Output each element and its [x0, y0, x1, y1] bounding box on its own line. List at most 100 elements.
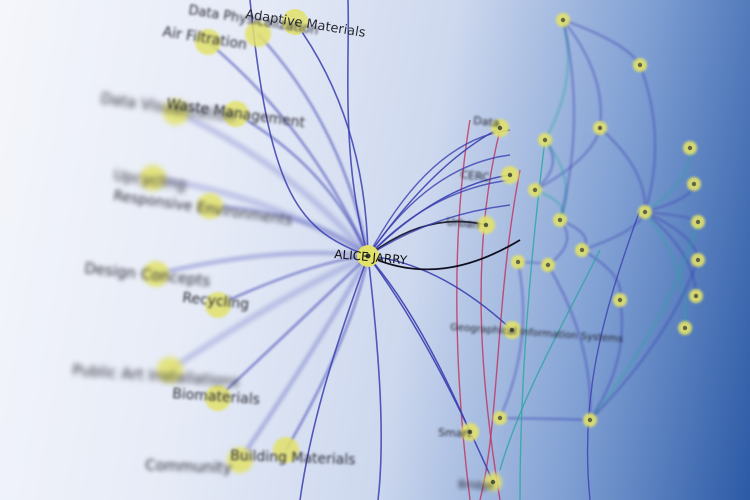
topic-node[interactable]	[140, 165, 166, 191]
cluster-edge-16	[547, 264, 591, 421]
topic-node[interactable]	[157, 357, 183, 383]
edge-left-0	[294, 21, 369, 257]
cluster-edge-26	[589, 259, 699, 421]
cluster-edge-19	[589, 299, 623, 421]
cluster-edge-11	[644, 183, 695, 213]
center-node-dot	[365, 253, 371, 259]
topic-label: Community	[145, 456, 233, 477]
cluster-edge-1	[562, 19, 602, 129]
topic-node[interactable]	[282, 9, 308, 35]
cluster-edge-14	[644, 211, 697, 297]
cluster-node-dot	[691, 181, 697, 187]
topic-label: CERC	[460, 168, 491, 184]
topic-node[interactable]	[197, 193, 223, 219]
edge-left-7	[155, 252, 369, 275]
cross-edge-4	[499, 249, 601, 471]
edge-fan-0	[367, 129, 511, 257]
topic-node[interactable]	[195, 29, 221, 55]
topic-label: Data	[473, 114, 500, 130]
topic-label: Smart	[438, 426, 472, 440]
edge-right-3	[367, 255, 513, 331]
cluster-node-dot	[497, 415, 503, 421]
edge-left-9	[169, 255, 369, 371]
topic-node[interactable]	[163, 99, 189, 125]
edge-left-3	[175, 111, 369, 257]
topic-node[interactable]	[205, 385, 231, 411]
topic-label: Biomaterials	[172, 386, 261, 408]
cluster-edge-15	[644, 211, 687, 329]
topic-node-dot	[497, 125, 503, 131]
topic-label: Bridge	[458, 478, 495, 492]
edge-fan-2	[367, 179, 511, 257]
cluster-node-dot	[587, 417, 593, 423]
cluster-edge-25	[589, 221, 699, 421]
topic-label: Responsive Environments	[112, 188, 293, 229]
cluster-edge-20	[544, 139, 567, 221]
cluster-node-dot	[682, 325, 688, 331]
topic-label: Design Concepts	[84, 259, 212, 290]
edge-arc-0	[347, 0, 369, 257]
topic-node-dot	[507, 172, 513, 178]
cluster-edge-22	[639, 64, 656, 213]
cluster-edge-21	[599, 127, 646, 213]
cluster-node-dot	[532, 187, 538, 193]
center-label: ALICE JARRY	[334, 247, 409, 267]
cluster-node-dot	[617, 297, 623, 303]
edge-right-5	[367, 255, 494, 483]
cluster-edge-24	[499, 417, 591, 421]
edge-left-8	[217, 255, 369, 306]
edge-arc-2	[299, 255, 369, 500]
topic-node[interactable]	[273, 437, 299, 463]
cluster-node-dot	[687, 145, 693, 151]
topic-node[interactable]	[227, 447, 253, 473]
edge-left-12	[285, 255, 369, 451]
cluster-node-dot	[597, 125, 603, 131]
edge-left-2	[207, 41, 369, 257]
topic-label: Urban	[446, 215, 480, 231]
cluster-edge-6	[547, 219, 568, 266]
cluster-node-dot	[695, 257, 701, 263]
topic-node-dot	[509, 327, 515, 333]
cluster-node-dot	[695, 219, 701, 225]
topic-node-dot	[483, 222, 489, 228]
cluster-node-dot	[560, 17, 566, 23]
cluster-node-dot	[693, 293, 699, 299]
edge-left-11	[239, 255, 369, 461]
topic-node-dot	[467, 429, 473, 435]
edge-right-4	[367, 255, 471, 433]
cluster-node-dot	[542, 137, 548, 143]
cluster-node-dot	[545, 262, 551, 268]
cluster-node-dot	[637, 62, 643, 68]
cluster-edge-17	[499, 261, 524, 419]
cross-edge-5	[586, 209, 641, 500]
edge-highlight	[367, 239, 521, 271]
topic-node[interactable]	[245, 21, 271, 47]
topic-node[interactable]	[143, 261, 169, 287]
edge-fan-1	[367, 154, 511, 257]
topic-label: Recycling	[182, 290, 250, 313]
cluster-node-dot	[642, 209, 648, 215]
edge-left-5	[152, 177, 369, 257]
topic-node[interactable]	[205, 292, 231, 318]
topic-node[interactable]	[223, 101, 249, 127]
edge-arc-1	[367, 255, 382, 500]
edge-left-10	[217, 255, 369, 399]
topic-label: Building Materials	[230, 448, 356, 468]
edge-arc-3	[249, 0, 369, 257]
cluster-edge-23	[559, 19, 575, 221]
cluster-edge-2	[562, 19, 641, 66]
topic-node-dot	[490, 479, 496, 485]
topic-label: Geographical Information Systems	[450, 322, 624, 345]
cluster-node-dot	[579, 247, 585, 253]
cluster-node-dot	[515, 259, 521, 265]
edge-left-6	[209, 205, 369, 257]
topic-label: Public Art Installations	[72, 361, 240, 391]
cluster-edge-12	[644, 211, 699, 223]
edge-fan-3	[367, 204, 511, 257]
cluster-edge-0	[544, 19, 569, 141]
edge-left-4	[235, 113, 369, 257]
cluster-edge-9	[581, 211, 646, 251]
cluster-node-dot	[557, 217, 563, 223]
